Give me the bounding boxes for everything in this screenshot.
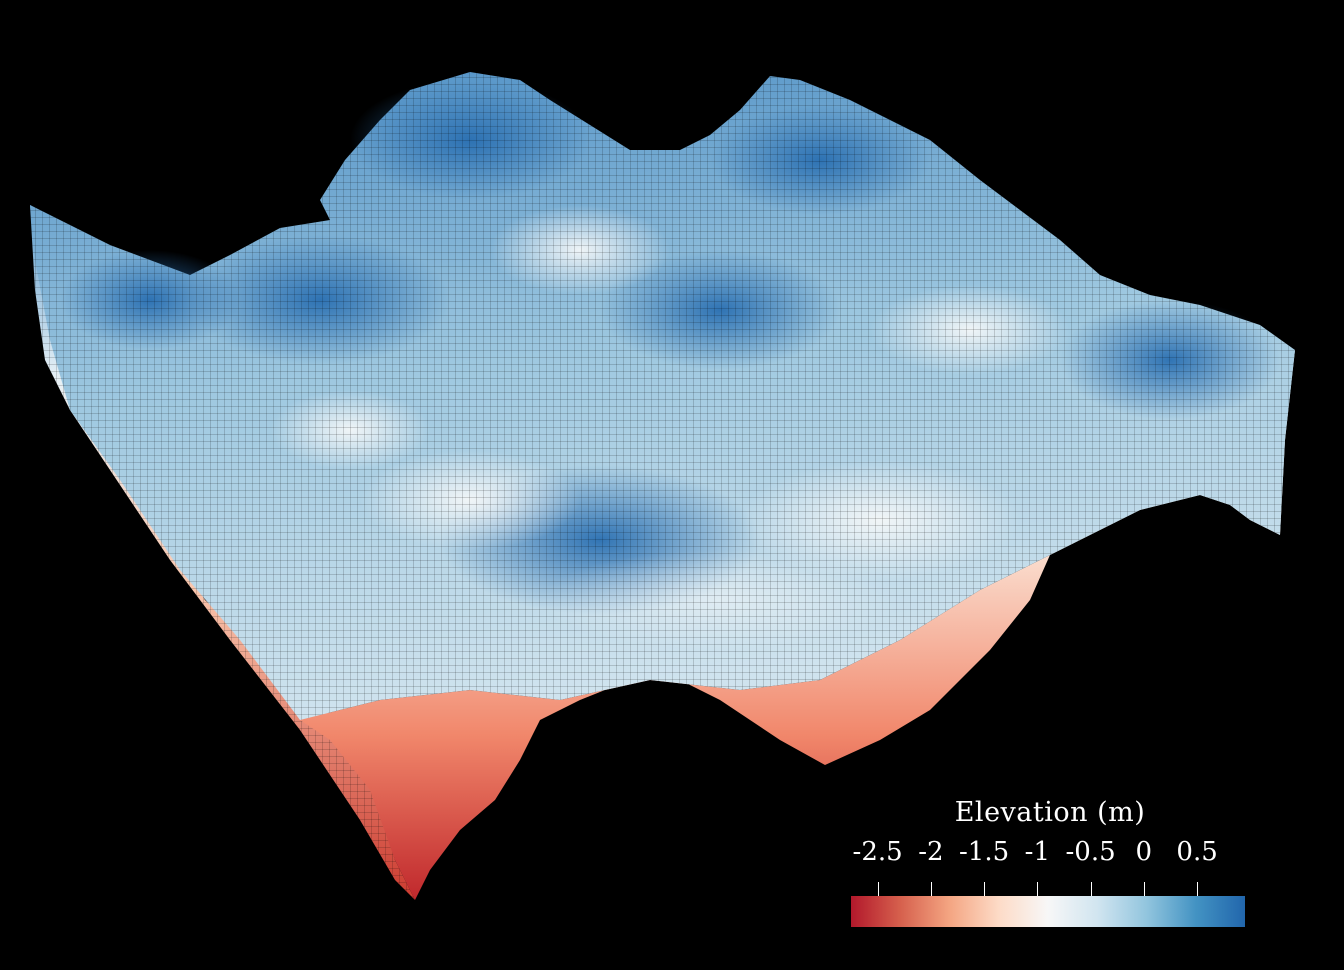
legend-tick-mark — [1037, 882, 1039, 904]
terrain-front-side — [300, 350, 1295, 900]
legend-tick-label: -0.5 — [1065, 837, 1116, 867]
legend-tick-label: -1 — [1024, 837, 1051, 867]
legend-tick-mark — [1090, 882, 1092, 904]
legend-tick-mark — [1143, 882, 1145, 904]
legend-tick-label: 0.5 — [1176, 837, 1218, 867]
legend-tick-mark — [1197, 882, 1199, 904]
legend-tick-label: -2 — [918, 837, 944, 867]
legend-tick-label: -1.5 — [959, 837, 1010, 867]
legend-title: Elevation (m) — [954, 797, 1146, 828]
legend-tick-label: -2.5 — [852, 837, 903, 867]
legend-tick-mark — [930, 882, 932, 904]
legend-tick-mark — [877, 882, 879, 904]
elevation-legend: Elevation (m) -2.5 -2 -1.5 -1 -0.5 0 0.5 — [840, 795, 1260, 935]
point-grid-texture — [30, 72, 1295, 900]
legend-tick-label: 0 — [1135, 837, 1153, 867]
legend-tick-mark — [984, 882, 986, 904]
colorbar — [851, 896, 1245, 927]
